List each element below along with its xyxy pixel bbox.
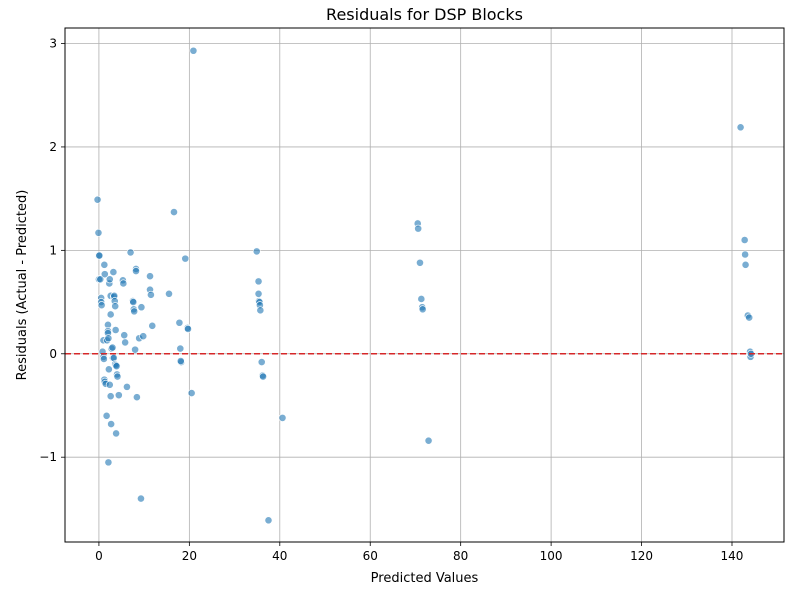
scatter-point — [112, 362, 121, 371]
scatter-point — [123, 382, 131, 391]
scatter-point — [184, 325, 192, 333]
scatter-point — [111, 326, 120, 334]
scatter-point — [256, 306, 265, 315]
y-tick-label: −1 — [39, 450, 57, 464]
scatter-point — [114, 391, 123, 400]
x-tick-label: 80 — [453, 549, 468, 563]
x-tick-label: 140 — [721, 549, 744, 563]
scatter-point — [113, 372, 122, 381]
plot-frame — [64, 27, 785, 543]
scatter-point — [189, 46, 198, 55]
x-tick-label: 100 — [540, 549, 563, 563]
scatter-point — [109, 268, 118, 276]
scatter-point — [137, 303, 146, 312]
scatter-point — [130, 307, 139, 316]
scatter-point — [100, 260, 109, 269]
scatter-point — [120, 331, 129, 340]
scatter-point — [254, 289, 263, 298]
scatter-point — [107, 420, 116, 429]
scatter-point — [97, 301, 106, 310]
scatter-point — [741, 250, 750, 259]
scatter-point — [259, 372, 267, 381]
scatter-point — [165, 289, 173, 298]
scatter-point — [132, 267, 140, 275]
scatter-point — [176, 357, 185, 365]
scatter-point — [119, 279, 128, 288]
scatter-point — [106, 392, 115, 401]
y-tick-label: 0 — [49, 347, 57, 361]
scatter-point — [416, 258, 424, 267]
scatter-point — [414, 224, 423, 233]
scatter-point — [175, 318, 184, 327]
scatter-point — [252, 247, 261, 256]
scatter-point — [146, 272, 154, 281]
y-axis-label: Residuals (Actual - Predicted) — [15, 190, 30, 381]
scatter-point — [108, 343, 117, 352]
scatter-point — [417, 295, 426, 303]
scatter-point — [104, 334, 113, 343]
x-tick-label: 40 — [272, 549, 287, 563]
scatter-point — [741, 260, 750, 269]
scatter-point — [181, 254, 190, 263]
scatter-point — [424, 436, 433, 445]
scatter-point — [100, 270, 109, 279]
y-axis-ticks: −1 0 1 2 3 — [39, 37, 65, 464]
scatter-point — [93, 195, 102, 204]
scatter-point — [147, 290, 155, 299]
scatter-point — [187, 389, 196, 397]
scatter-point — [264, 516, 273, 525]
scatter-point — [148, 321, 157, 330]
scatter-point — [257, 358, 266, 366]
scatter-point — [132, 393, 141, 402]
y-tick-label: 1 — [49, 243, 57, 257]
scatter-point — [131, 345, 139, 354]
scatter-point — [139, 332, 148, 341]
x-axis-ticks: 0 20 40 60 80 100 120 140 — [95, 542, 743, 563]
x-tick-label: 20 — [182, 549, 197, 563]
chart-title: Residuals for DSP Blocks — [326, 5, 523, 24]
scatter-point — [96, 275, 105, 284]
scatter-point — [126, 248, 135, 257]
x-axis-label: Predicted Values — [371, 571, 479, 586]
scatter-point — [418, 305, 427, 314]
x-tick-label: 120 — [630, 549, 653, 563]
scatter-point — [102, 411, 111, 420]
scatter-point — [106, 310, 115, 319]
scatter-point — [254, 277, 263, 286]
y-tick-label: 3 — [49, 37, 57, 51]
scatter-point — [121, 338, 130, 347]
y-tick-label: 2 — [49, 140, 57, 154]
scatter-point — [736, 123, 745, 132]
scatter-point — [104, 365, 113, 374]
scatter-point — [745, 313, 754, 322]
scatter-point — [94, 228, 103, 237]
scatter-point — [105, 275, 114, 284]
scatter-point — [170, 208, 178, 216]
scatter-point — [105, 380, 114, 389]
scatter-point — [137, 494, 145, 503]
scatter-point — [129, 298, 138, 306]
x-tick-label: 0 — [95, 549, 103, 563]
scatter-point — [104, 458, 113, 467]
scatter-point — [278, 413, 287, 422]
scatter-point — [111, 302, 120, 311]
scatter-point — [99, 355, 108, 363]
scatter-points — [93, 46, 755, 525]
x-tick-label: 60 — [363, 549, 378, 563]
scatter-point — [112, 429, 120, 438]
scatter-point — [95, 251, 104, 260]
scatter-point — [176, 344, 185, 353]
scatter-point — [740, 236, 749, 244]
